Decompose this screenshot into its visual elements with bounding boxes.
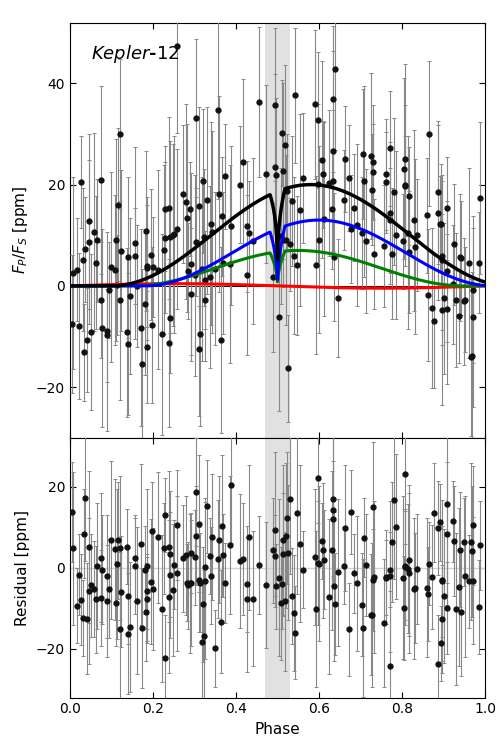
Bar: [265, 438, 290, 698]
Bar: [265, 22, 290, 438]
Y-axis label: Residual [ppm]: Residual [ppm]: [16, 510, 30, 626]
X-axis label: Phase: Phase: [254, 722, 300, 737]
Y-axis label: $F_P / F_S$ [ppm]: $F_P / F_S$ [ppm]: [12, 186, 30, 274]
Text: $\mathit{Kepler}$-$\mathit{12}$: $\mathit{Kepler}$-$\mathit{12}$: [91, 44, 179, 65]
